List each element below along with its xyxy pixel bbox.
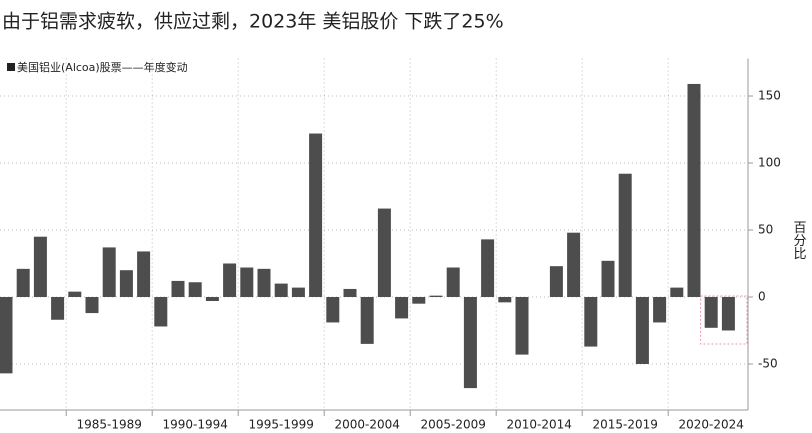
bar xyxy=(360,296,374,344)
bar xyxy=(515,296,529,355)
bar xyxy=(326,296,340,323)
bar xyxy=(395,296,409,319)
bar xyxy=(188,282,202,297)
bar xyxy=(601,260,615,297)
bar xyxy=(704,296,718,328)
bar xyxy=(205,296,219,302)
x-group-label: 2010-2014 xyxy=(506,418,571,432)
legend-label: 美国铝业(Alcoa)股票——年度变动 xyxy=(17,60,188,74)
bar xyxy=(446,267,460,297)
bar xyxy=(481,239,495,297)
bar xyxy=(257,268,271,297)
bar xyxy=(223,263,237,297)
bar xyxy=(653,296,667,323)
bar xyxy=(85,296,99,314)
bar xyxy=(68,291,82,297)
y-tick-label: -50 xyxy=(758,356,778,370)
y-tick-label: 100 xyxy=(758,156,781,170)
bar xyxy=(137,251,151,297)
x-group-label: 2015-2019 xyxy=(592,418,657,432)
bar xyxy=(16,268,30,297)
x-group-label: 2000-2004 xyxy=(334,418,399,432)
highlight-box xyxy=(700,295,748,345)
bar xyxy=(721,296,735,331)
bar xyxy=(429,295,443,297)
bar xyxy=(670,287,684,297)
legend-swatch xyxy=(7,63,15,71)
bar xyxy=(635,296,649,364)
bar xyxy=(33,236,47,297)
x-group-label: 1985-1989 xyxy=(76,418,141,432)
y-tick-label: 50 xyxy=(758,223,773,237)
bar xyxy=(171,280,185,297)
bar xyxy=(687,83,701,297)
bar xyxy=(343,288,357,297)
bar xyxy=(377,208,391,297)
bar xyxy=(0,296,13,374)
bar xyxy=(291,287,305,297)
bar xyxy=(618,173,632,297)
bar xyxy=(154,296,168,327)
x-group-label: 2005-2009 xyxy=(420,418,485,432)
bar xyxy=(412,296,426,304)
bar xyxy=(498,296,512,303)
bar xyxy=(549,266,563,297)
y-axis-label: 百分比 xyxy=(791,221,807,261)
bar xyxy=(240,267,254,297)
bar xyxy=(567,232,581,297)
chart-title: 由于铝需求疲软，供应过剩，2023年 美铝股价 下跌了25% xyxy=(2,11,504,33)
x-group-label: 2020-2024 xyxy=(678,418,743,432)
bar xyxy=(584,296,598,347)
y-tick-label: 0 xyxy=(758,289,766,303)
x-group-label: 1990-1994 xyxy=(162,418,227,432)
bar xyxy=(274,283,288,297)
bar xyxy=(102,247,116,297)
bar xyxy=(119,270,133,297)
bar xyxy=(463,296,477,389)
bar xyxy=(51,296,65,320)
y-tick-label: 150 xyxy=(758,89,781,103)
x-group-label: 1995-1999 xyxy=(248,418,313,432)
bar xyxy=(309,133,323,297)
